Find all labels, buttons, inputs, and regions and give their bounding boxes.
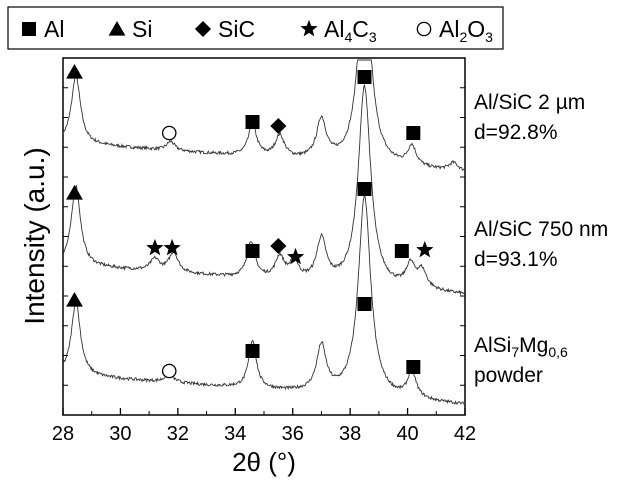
square-marker xyxy=(357,297,372,311)
legend-item-square: Al xyxy=(22,16,64,42)
legend-item-diamond: SiC xyxy=(194,16,255,42)
legend-label: SiC xyxy=(218,16,255,42)
legend: Al Si SiC Al4C3 Al2O3 xyxy=(7,6,504,50)
triangle-marker xyxy=(66,184,83,200)
star-icon xyxy=(300,19,318,37)
series-annotation: Al/SiC 2 µm xyxy=(474,91,585,114)
series-annotation: AlSi7Mg0,6 xyxy=(474,334,568,360)
curve-1 xyxy=(62,59,466,171)
legend-label: Si xyxy=(132,16,152,42)
diamond-marker xyxy=(270,117,287,135)
x-tick-label: 32 xyxy=(167,423,189,445)
star-marker xyxy=(286,247,305,265)
circle-marker xyxy=(161,363,177,379)
circle-icon xyxy=(416,21,432,37)
square-marker xyxy=(245,344,260,358)
x-axis-label: 2θ (°) xyxy=(232,447,296,477)
square-marker xyxy=(245,244,260,258)
series-annotation: d=93.1% xyxy=(474,248,558,271)
diamond-icon xyxy=(194,20,212,38)
x-tick-label: 36 xyxy=(282,423,304,445)
x-tick-label: 30 xyxy=(109,423,131,445)
series-annotations: Al/SiC 2 µm d=92.8% Al/SiC 750 nm d=93.1% Al… xyxy=(474,91,608,387)
plot-area: 28 30 32 34 36 38 40 42 xyxy=(52,57,476,445)
square-marker xyxy=(406,126,421,140)
triangle-marker xyxy=(66,63,83,79)
legend-label: Al xyxy=(44,16,64,42)
series-annotation: Al/SiC 750 nm xyxy=(474,218,608,241)
x-tick-label: 38 xyxy=(339,423,361,445)
curve-3 xyxy=(62,193,466,406)
square-marker xyxy=(357,182,372,196)
legend-item-triangle: Si xyxy=(108,16,152,42)
square-marker xyxy=(406,360,421,374)
x-tick-label: 28 xyxy=(52,423,74,445)
triangle-icon xyxy=(108,20,126,36)
square-marker xyxy=(394,244,409,258)
diamond-marker xyxy=(270,237,287,255)
x-tick-label: 34 xyxy=(224,423,246,445)
x-axis: 28 30 32 34 36 38 40 42 xyxy=(52,408,476,445)
phase-markers xyxy=(66,63,434,379)
x-tick-label: 42 xyxy=(454,423,476,445)
x-tick-label: 40 xyxy=(396,423,418,445)
series-annotation: powder xyxy=(474,364,543,387)
star-marker xyxy=(146,238,164,256)
triangle-marker xyxy=(66,291,83,307)
y-axis-label: Intensity (a.u.) xyxy=(19,147,50,324)
star-marker xyxy=(416,240,434,258)
square-marker xyxy=(357,70,372,84)
curve-2 xyxy=(62,84,466,296)
star-marker xyxy=(163,238,181,256)
square-marker xyxy=(245,115,260,129)
square-icon xyxy=(22,22,36,36)
diffraction-curves xyxy=(62,59,466,406)
y-axis-ticks xyxy=(63,87,465,386)
plot-frame xyxy=(62,57,466,416)
series-annotation: d=92.8% xyxy=(474,121,558,144)
circle-marker xyxy=(161,125,177,141)
